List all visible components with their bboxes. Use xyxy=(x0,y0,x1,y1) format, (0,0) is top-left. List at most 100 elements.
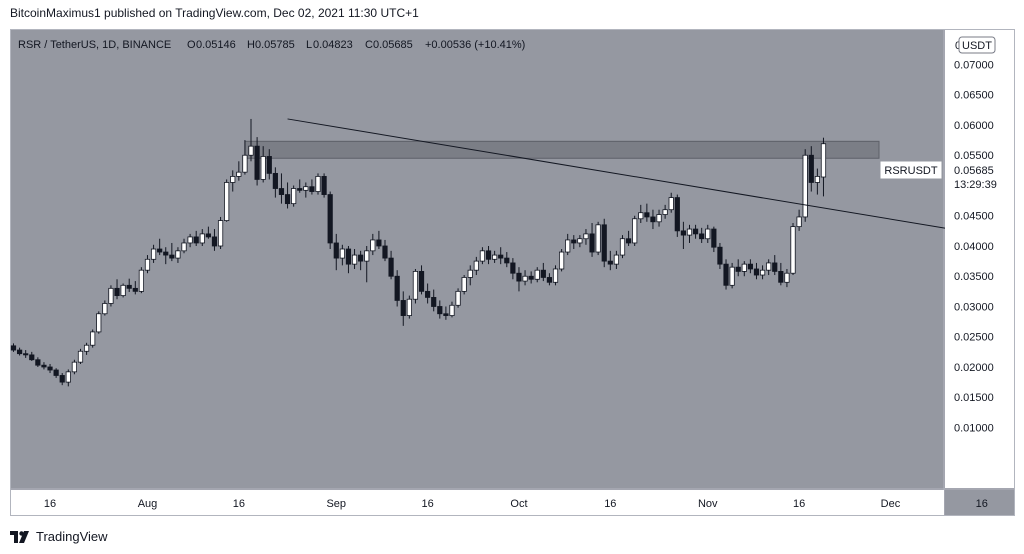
price-tick-label: 0.07000 xyxy=(954,59,994,71)
time-tick-label: 16 xyxy=(604,498,616,510)
candle-body xyxy=(345,248,352,265)
candle-body xyxy=(516,272,522,282)
candle-body xyxy=(644,212,650,218)
candle-body xyxy=(144,258,151,271)
candle-body xyxy=(236,171,242,177)
candle-body xyxy=(102,303,108,315)
candle-body xyxy=(266,156,272,174)
candle-body xyxy=(540,269,546,278)
time-tick-label: 16 xyxy=(976,498,988,510)
legend-low-label: L xyxy=(306,39,312,51)
candle-body xyxy=(242,154,248,173)
price-tag xyxy=(945,160,1013,192)
candle-body xyxy=(559,251,565,270)
candle-body xyxy=(297,188,303,191)
candle-body xyxy=(65,371,71,383)
candle-body xyxy=(248,145,254,156)
candle-body xyxy=(309,186,315,192)
candle-body xyxy=(181,242,187,252)
candle-body xyxy=(370,239,376,252)
candle-body xyxy=(565,239,571,253)
candle-body xyxy=(492,254,498,260)
candle-body xyxy=(278,188,285,195)
candle-body xyxy=(455,290,461,306)
candle-body xyxy=(552,268,559,283)
candle-body xyxy=(753,268,760,276)
candle-body xyxy=(601,224,607,262)
candle-body xyxy=(747,263,753,270)
candle-body xyxy=(224,182,230,221)
currency-button[interactable] xyxy=(958,36,996,54)
candle-body xyxy=(175,250,181,259)
candle-body xyxy=(461,277,467,292)
legend-open-label: O xyxy=(187,39,196,51)
candle-body xyxy=(437,306,443,315)
candle-body xyxy=(114,287,120,297)
candle-body xyxy=(260,156,266,180)
time-tick-label: 16 xyxy=(233,498,245,510)
candle-body xyxy=(351,254,358,265)
candle-body xyxy=(638,212,644,220)
candle-body xyxy=(619,238,626,256)
candle-body xyxy=(577,238,583,244)
candle-body xyxy=(230,176,236,183)
descending-trendline[interactable] xyxy=(287,118,976,234)
candle-body xyxy=(802,154,808,218)
candle-body xyxy=(449,304,455,316)
candle-body xyxy=(443,313,449,316)
price-tick-label: 0.01500 xyxy=(954,392,994,404)
candle-body xyxy=(528,275,534,280)
candle-body xyxy=(723,263,729,286)
candle-body xyxy=(674,197,680,232)
candle-body xyxy=(814,176,820,183)
symbol-tag-label: RSRUSDT xyxy=(884,165,937,177)
candle-body xyxy=(510,262,516,274)
candle-body xyxy=(772,262,778,272)
candle-body xyxy=(729,266,735,286)
candle-body xyxy=(668,197,674,211)
candle-body xyxy=(705,228,711,240)
price-tag-value: 0.05685 xyxy=(954,165,994,177)
candle-body xyxy=(284,194,291,205)
legend-close-label: C xyxy=(365,39,373,51)
candle-body xyxy=(400,300,406,316)
candle-body xyxy=(741,263,747,272)
candle-body xyxy=(680,230,687,236)
price-tick-label: 0.04000 xyxy=(954,241,994,253)
time-tick-label: Nov xyxy=(698,498,718,510)
footer-brand: TradingView xyxy=(36,529,108,544)
candle-body xyxy=(717,246,723,265)
candle-body xyxy=(321,176,327,195)
footer: TradingView xyxy=(10,529,108,544)
resistance-zone[interactable] xyxy=(244,140,880,159)
time-axis[interactable] xyxy=(11,490,944,515)
candle-body xyxy=(820,143,827,178)
candle-body xyxy=(303,186,309,191)
candle-body xyxy=(607,260,613,265)
candle-body xyxy=(711,228,717,248)
legend-symbol: RSR / TetherUS, 1D, BINANCE xyxy=(18,39,171,51)
candle-body xyxy=(205,233,211,238)
candle-body xyxy=(169,254,175,259)
candle-body xyxy=(735,266,741,272)
candle-body xyxy=(90,331,96,346)
time-tick-label: 16 xyxy=(421,498,433,510)
candle-body xyxy=(534,269,540,280)
candle-body xyxy=(662,209,668,215)
candle-body xyxy=(272,172,278,189)
price-tick-label: 0.06500 xyxy=(954,90,994,102)
candle-body xyxy=(163,251,169,256)
candle-body xyxy=(796,216,802,228)
price-tick-label: 0.03000 xyxy=(954,301,994,313)
candle-body xyxy=(29,354,35,361)
candle-body xyxy=(692,228,699,235)
candle-body xyxy=(790,226,796,274)
price-tick-label: 0.02500 xyxy=(954,332,994,344)
price-axis-top-label: 0 xyxy=(955,40,961,52)
price-axis[interactable] xyxy=(945,30,1014,488)
price-tick-label: 0.01000 xyxy=(954,422,994,434)
candle-body xyxy=(339,248,345,259)
candle-body xyxy=(473,260,479,271)
candle-body xyxy=(150,248,157,260)
